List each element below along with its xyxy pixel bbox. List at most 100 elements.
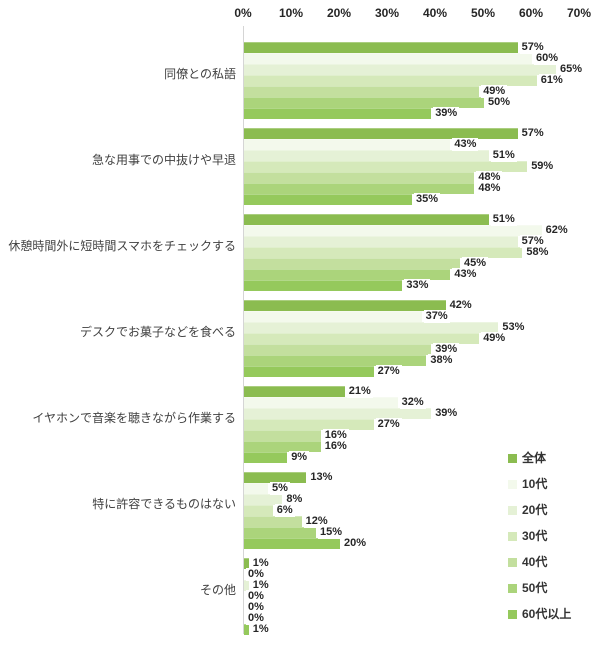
value-label: 59% [529, 160, 556, 173]
value-label: 48% [476, 182, 503, 195]
legend-item-30代: 30代 [508, 530, 571, 543]
bar-60代以上 [244, 366, 374, 377]
bar-10代 [244, 225, 542, 236]
x-axis-tick-label: 50% [470, 6, 496, 20]
value-label: 0% [246, 590, 266, 603]
value-label: 0% [246, 612, 266, 625]
value-label: 45% [462, 257, 489, 270]
x-axis-tick-label: 30% [374, 6, 400, 20]
value-label: 60% [534, 52, 561, 65]
legend-swatch [508, 506, 517, 515]
legend-label: 30代 [522, 529, 548, 543]
legend-item-全体: 全体 [508, 452, 571, 465]
value-label: 21% [346, 385, 373, 398]
value-label: 57% [519, 235, 546, 248]
value-label: 0% [246, 568, 266, 581]
value-label: 5% [270, 482, 290, 495]
bar-60代以上 [244, 194, 412, 205]
value-label: 15% [318, 526, 345, 539]
value-label: 42% [447, 299, 474, 312]
bar-全体 [244, 472, 307, 483]
legend-item-10代: 10代 [508, 478, 571, 491]
x-axis-tick-label: 60% [518, 6, 544, 20]
value-label: 57% [519, 41, 546, 54]
value-label: 49% [481, 332, 508, 345]
bar-10代 [244, 53, 532, 64]
value-label: 39% [433, 107, 460, 120]
legend-swatch [508, 454, 517, 463]
value-label: 50% [486, 96, 513, 109]
x-axis-tick-label: 10% [278, 6, 304, 20]
bar-全体 [244, 128, 518, 139]
value-label: 53% [500, 321, 527, 334]
category-label: デスクでお菓子などを食べる [79, 325, 236, 339]
value-label: 6% [274, 504, 295, 517]
bar-20代 [244, 150, 489, 161]
value-label: 33% [404, 279, 431, 292]
bar-30代 [244, 75, 537, 86]
legend-item-50代: 50代 [508, 582, 571, 595]
category-label: 特に許容できるものはない [92, 497, 236, 511]
bar-全体 [244, 214, 489, 225]
legend-label: 20代 [522, 503, 548, 517]
bar-40代 [244, 430, 321, 441]
value-label: 1% [250, 579, 271, 592]
bar-10代 [244, 483, 268, 494]
category-label: その他 [199, 583, 236, 597]
bar-40代 [244, 516, 302, 527]
legend-label: 全体 [522, 451, 547, 465]
bar-50代 [244, 441, 321, 452]
value-label: 27% [375, 365, 402, 378]
legend-swatch [508, 610, 517, 619]
x-axis-tick-label: 20% [326, 6, 352, 20]
bar-50代 [244, 183, 475, 194]
bar-50代 [244, 269, 451, 280]
bar-30代 [244, 419, 374, 430]
bar-50代 [244, 355, 427, 366]
bar-全体 [244, 300, 446, 311]
category-label: 休憩時間外に短時間スマホをチェックする [8, 239, 236, 253]
bar-全体 [244, 42, 518, 53]
legend-label: 10代 [522, 477, 548, 491]
value-label: 27% [375, 418, 402, 431]
x-axis-tick-label: 70% [566, 6, 592, 20]
value-label: 12% [303, 515, 330, 528]
bar-30代 [244, 505, 273, 516]
bar-40代 [244, 258, 460, 269]
bar-30代 [244, 247, 523, 258]
value-label: 57% [519, 127, 546, 140]
value-label: 51% [490, 213, 517, 226]
legend-label: 60代以上 [522, 607, 572, 621]
value-label: 48% [476, 171, 503, 184]
value-label: 9% [289, 451, 310, 464]
bar-60代以上 [244, 624, 249, 635]
value-label: 61% [538, 74, 565, 87]
y-axis-line [243, 26, 244, 634]
value-label: 51% [490, 149, 517, 162]
bar-50代 [244, 527, 316, 538]
value-label: 49% [481, 85, 508, 98]
legend-item-60代以上: 60代以上 [508, 608, 571, 621]
value-label: 43% [452, 138, 479, 151]
value-label: 20% [342, 537, 369, 550]
bar-全体 [244, 386, 345, 397]
bar-20代 [244, 494, 283, 505]
legend-swatch [508, 532, 517, 541]
legend-swatch [508, 558, 517, 567]
bar-20代 [244, 64, 556, 75]
x-axis-tick-label: 0% [234, 6, 252, 20]
legend-swatch [508, 480, 517, 489]
category-label: 急な用事での中抜けや早退 [91, 153, 236, 167]
value-label: 35% [414, 193, 441, 206]
bar-30代 [244, 161, 528, 172]
bar-20代 [244, 322, 499, 333]
bar-20代 [244, 408, 432, 419]
x-axis-tick-label: 40% [422, 6, 448, 20]
bar-30代 [244, 333, 480, 344]
value-label: 39% [433, 343, 460, 356]
category-label: 同僚との私語 [164, 67, 236, 81]
bar-40代 [244, 344, 432, 355]
bar-全体 [244, 558, 249, 569]
value-label: 16% [322, 440, 349, 453]
value-label: 0% [246, 601, 266, 614]
